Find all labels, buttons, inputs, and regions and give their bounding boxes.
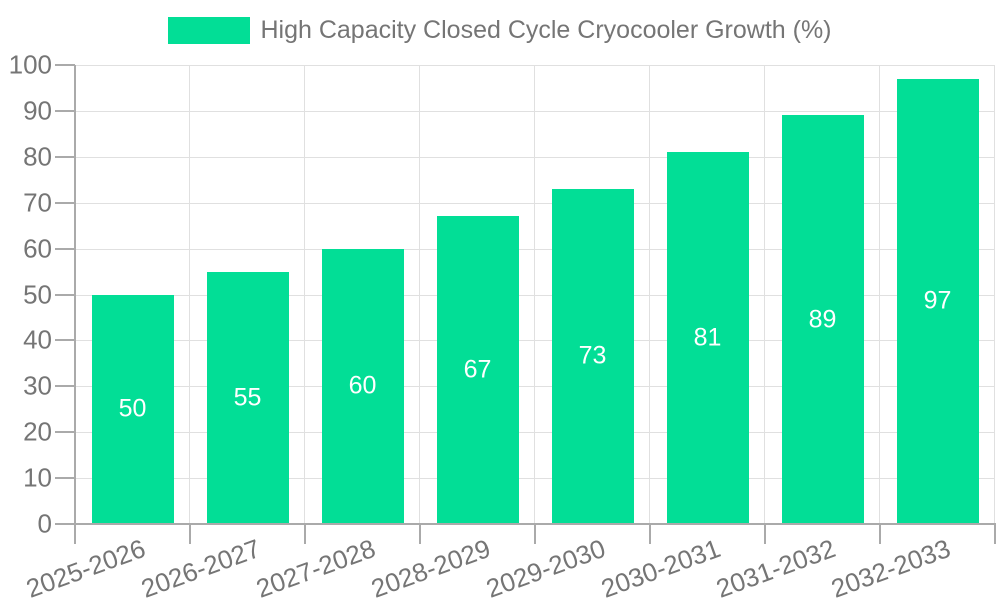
gridline-vertical [534,65,535,524]
bar[interactable] [781,115,864,524]
bar[interactable] [91,294,174,524]
gridline-vertical [304,65,305,524]
gridline-horizontal [75,110,995,112]
x-axis-tick [879,524,881,544]
y-axis-tick [55,155,75,158]
y-axis-tick [55,385,75,388]
y-axis-tick-label: 100 [8,49,52,80]
gridline-horizontal [75,294,995,296]
gridline-vertical [764,65,765,524]
y-axis-tick-label: 90 [23,95,52,126]
y-axis-tick [55,339,75,342]
gridline-horizontal [75,432,995,434]
x-axis-tick [649,524,651,544]
gridline-vertical [189,65,190,524]
y-axis-tick-label: 40 [23,324,52,355]
y-axis-tick [55,201,75,204]
y-axis-tick [55,64,75,66]
gridline-vertical [879,65,880,524]
x-axis-tick [304,524,306,544]
x-axis-tick [764,524,766,544]
y-axis-tick-label: 50 [23,279,52,309]
x-axis-tick [994,524,996,544]
gridline-horizontal [75,156,995,158]
chart-legend[interactable]: High Capacity Closed Cycle Cryocooler Gr… [0,16,1000,45]
y-axis-tick-label: 80 [23,141,52,172]
gridline-horizontal [75,478,995,480]
y-axis-tick [55,109,75,112]
y-axis-tick [55,477,75,480]
bar[interactable] [896,78,979,524]
y-axis-tick-label: 70 [23,187,52,218]
legend-label: High Capacity Closed Cycle Cryocooler Gr… [260,16,832,44]
legend-swatch [168,17,251,44]
y-axis-tick [55,247,75,250]
y-axis-line [74,65,76,524]
bar[interactable] [321,248,404,524]
gridline-horizontal [75,386,995,388]
gridline-vertical [649,65,650,524]
gridline-horizontal [75,65,995,66]
x-axis-tick [74,524,76,544]
x-axis-tick [419,524,421,544]
y-axis-tick [55,293,75,296]
bar[interactable] [206,271,289,524]
y-axis-tick-label: 10 [23,462,52,493]
y-axis-tick-label: 0 [37,508,52,539]
gridline-vertical [419,65,420,524]
bar[interactable] [436,216,519,524]
gridline-horizontal [75,202,995,204]
gridline-horizontal [75,248,995,250]
gridline-horizontal [75,340,995,342]
y-axis-tick-label: 20 [23,416,52,447]
plot-area: 50 55 60 67 73 81 89 97 [75,65,995,524]
gridline-vertical [994,65,995,524]
bar[interactable] [666,152,749,524]
bar[interactable] [551,188,634,524]
y-axis-tick-label: 30 [23,370,52,401]
y-axis-tick [55,523,75,525]
x-axis-tick [534,524,536,544]
y-axis-tick [55,431,75,434]
x-axis-tick [189,524,191,544]
y-axis-tick-label: 60 [23,233,52,264]
